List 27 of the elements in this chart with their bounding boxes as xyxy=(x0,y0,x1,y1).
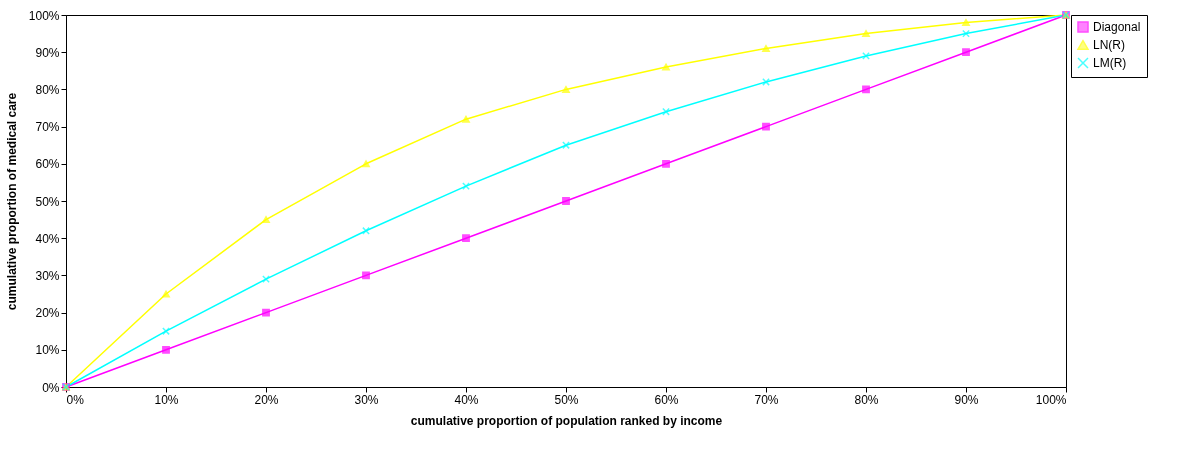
x-tick-label: 30% xyxy=(354,392,379,407)
y-tick-label: 50% xyxy=(35,194,60,209)
x-tick-label: 50% xyxy=(554,392,579,407)
y-tick-label: 10% xyxy=(35,343,60,358)
x-tick-label: 20% xyxy=(254,392,279,407)
y-tick-label: 80% xyxy=(35,82,60,97)
y-tick-label: 70% xyxy=(35,120,60,135)
y-axis-title: cumulative proportion of medical care xyxy=(4,92,19,311)
y-tick-label: 20% xyxy=(35,306,60,321)
x-tick-label: 100% xyxy=(1035,392,1067,407)
x-tick-label: 70% xyxy=(754,392,779,407)
x-tick-label: 40% xyxy=(454,392,479,407)
x-axis-title: cumulative proportion of population ranked by income xyxy=(410,413,723,428)
x-tick-label: 0% xyxy=(66,392,85,407)
x-tick-label: 90% xyxy=(954,392,979,407)
y-tick-label: 30% xyxy=(35,268,60,283)
y-tick-label: 40% xyxy=(35,231,60,246)
legend-label: Diagonal xyxy=(1093,20,1141,34)
y-tick-label: 90% xyxy=(35,45,60,60)
x-tick-label: 10% xyxy=(154,392,179,407)
legend-label: LN(R) xyxy=(1093,38,1125,52)
x-tick-label: 60% xyxy=(654,392,679,407)
y-tick-label: 60% xyxy=(35,157,60,172)
x-tick-label: 80% xyxy=(854,392,879,407)
legend-label: LM(R) xyxy=(1093,56,1127,70)
y-tick-label: 0% xyxy=(42,380,60,395)
y-tick-label: 100% xyxy=(28,8,60,23)
